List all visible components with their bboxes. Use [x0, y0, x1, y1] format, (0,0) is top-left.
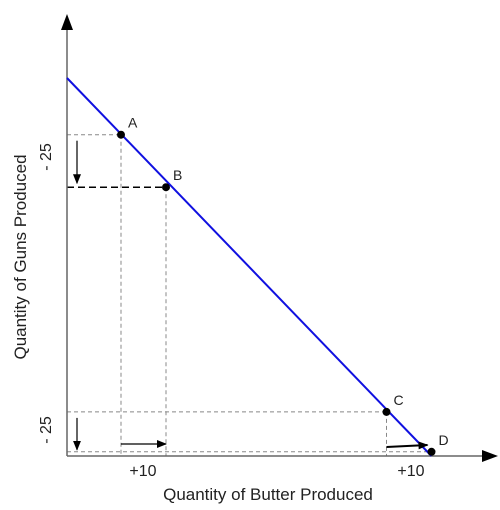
x-axis-title: Quantity of Butter Produced	[163, 485, 373, 504]
point-C	[382, 407, 391, 416]
y-change-label-1: - 25	[38, 143, 55, 171]
point-A	[117, 130, 125, 139]
point-D	[427, 447, 436, 456]
data-points: A B C D	[117, 115, 449, 456]
point-label-A: A	[128, 115, 138, 131]
y-axis-arrowhead	[61, 14, 73, 30]
ppf-line-group	[66, 77, 433, 457]
point-label-C: C	[394, 392, 404, 408]
x-change-label-1: +10	[129, 463, 156, 480]
point-B	[162, 183, 170, 192]
y-axis-title: Quantity of Guns Produced	[11, 154, 30, 359]
butter-increase-arrow-2	[386, 441, 429, 450]
ppf-line	[66, 77, 433, 457]
y-change-label-2: - 25	[38, 416, 55, 444]
x-change-label-2: +10	[397, 463, 424, 480]
guide-lines	[67, 134, 432, 456]
point-label-D: D	[439, 432, 449, 448]
x-axis-arrowhead	[482, 450, 498, 462]
point-label-B: B	[173, 167, 182, 183]
change-arrows	[73, 140, 429, 451]
